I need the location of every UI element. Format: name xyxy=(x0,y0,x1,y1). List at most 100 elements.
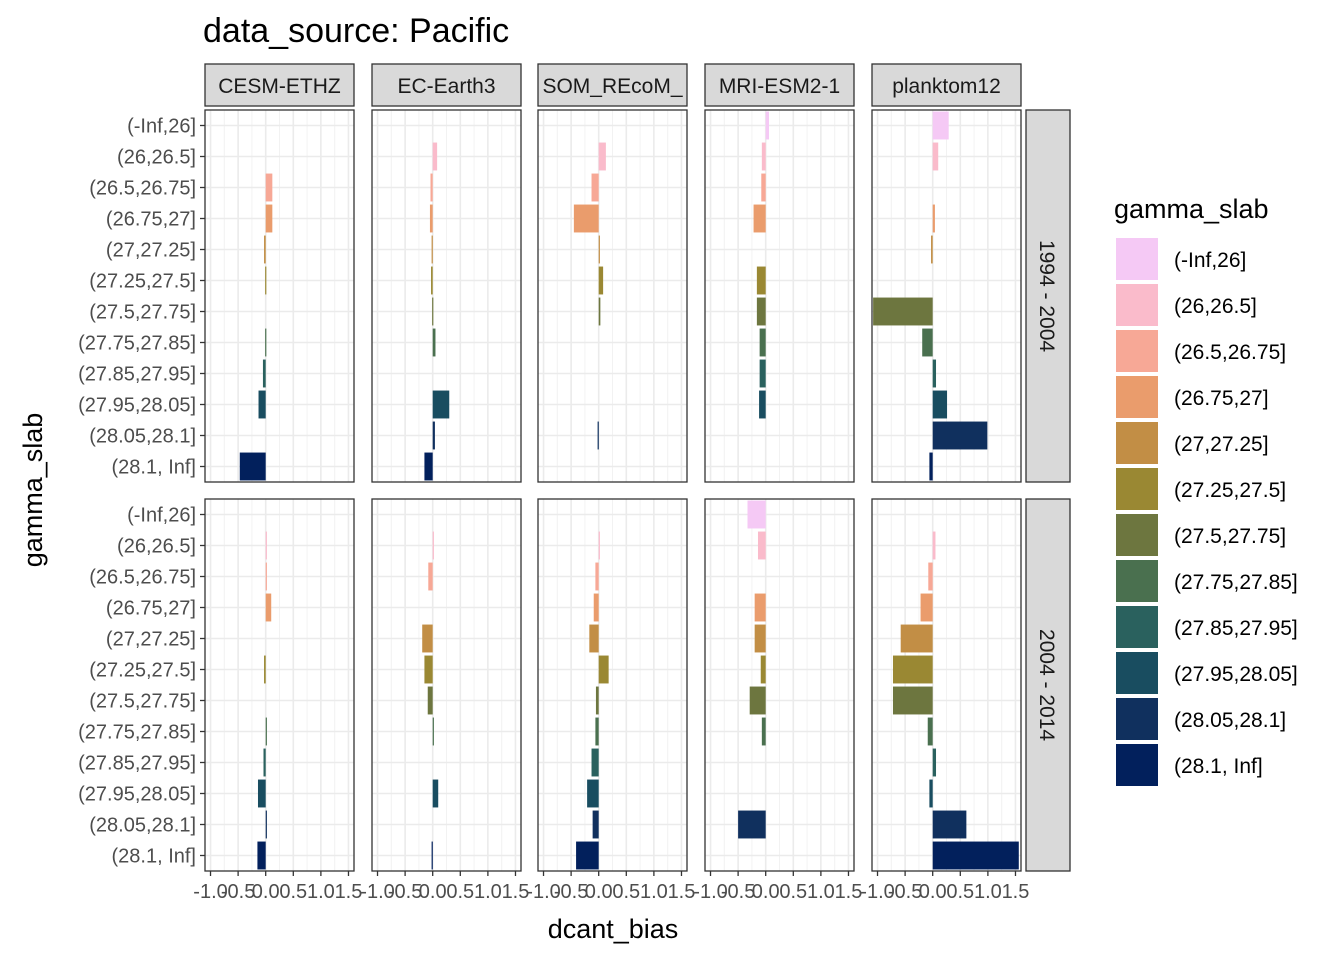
facet-strips: CESM-ETHZ EC-Earth3 SOM_REcoM_ MRI-ESM2-1 pl… xyxy=(204,63,1071,872)
legend-item-27-85-27-95: (27.85,27.95] xyxy=(1116,606,1298,648)
panel-ec-earth3-2004-2014 xyxy=(371,498,522,872)
x-tick-label: 1.5 xyxy=(335,881,363,903)
legend-item-28-1-inf: (28.1, Inf] xyxy=(1116,744,1263,786)
bar-27-27-25 xyxy=(900,624,933,653)
legend-swatch xyxy=(1116,744,1158,786)
strip-background xyxy=(871,63,1022,107)
panel-border xyxy=(704,498,855,872)
bar-26-26-5 xyxy=(598,531,600,560)
bar-28-1-inf xyxy=(576,841,599,870)
strip-background xyxy=(371,63,522,107)
facet-panels xyxy=(204,109,1022,872)
y-tick-label: (26.5,26.75] xyxy=(89,178,196,200)
strip-label: CESM-ETHZ xyxy=(218,75,341,98)
bar-28-05-28-1 xyxy=(738,810,766,839)
panel-mri-esm2-1-2004-2014 xyxy=(704,498,855,872)
legend-label: (27.25,27.5] xyxy=(1174,479,1286,502)
x-tick-label: -0.5 xyxy=(388,881,422,903)
bar-26-5-26-75 xyxy=(591,173,599,202)
strip-background xyxy=(204,63,355,107)
x-tick-label: -1.0 xyxy=(193,881,227,903)
bar-27-25-27-5 xyxy=(265,266,267,295)
y-tick-label: (27.5,27.75] xyxy=(89,302,196,324)
bar-27-95-28-05 xyxy=(432,779,439,808)
bar-inf-26 xyxy=(932,111,949,140)
x-tick-label: 1.5 xyxy=(835,881,863,903)
panel-border xyxy=(537,498,688,872)
x-tick-label: -1.0 xyxy=(693,881,727,903)
legend-label: (26.75,27] xyxy=(1174,387,1269,410)
panel-border xyxy=(204,109,355,483)
bar-27-25-27-5 xyxy=(431,266,433,295)
panel-border xyxy=(704,109,855,483)
bar-inf-26 xyxy=(765,111,770,140)
y-tick-label: (26.75,27] xyxy=(106,209,196,231)
y-tick-label: (28.05,28.1] xyxy=(89,426,196,448)
x-tick-label: -0.5 xyxy=(721,881,755,903)
x-tick-label: 0.5 xyxy=(612,881,640,903)
bar-27-75-27-85 xyxy=(922,328,933,357)
x-tick-label: -0.5 xyxy=(888,881,922,903)
strip-1994-2004: 1994 - 2004 xyxy=(1025,109,1071,483)
bar-26-75-27 xyxy=(920,593,933,622)
legend-label: (27.95,28.05] xyxy=(1174,663,1298,686)
bar-27-27-25 xyxy=(264,235,266,264)
y-tick-label: (27.25,27.5] xyxy=(89,271,196,293)
bar-26-5-26-75 xyxy=(265,173,273,202)
bar-27-75-27-85 xyxy=(432,328,436,357)
x-tick-label: -1.0 xyxy=(860,881,894,903)
legend-swatch xyxy=(1116,238,1158,280)
legend-label: (27.75,27.85] xyxy=(1174,571,1298,594)
bar-27-25-27-5 xyxy=(598,266,604,295)
x-tick-label: 1.0 xyxy=(640,881,668,903)
bar-26-5-26-75 xyxy=(761,173,766,202)
legend-item-27-95-28-05: (27.95,28.05] xyxy=(1116,652,1298,694)
y-tick-label: (27.5,27.75] xyxy=(89,691,196,713)
bar-27-95-28-05 xyxy=(432,390,450,419)
panel-border xyxy=(537,109,688,483)
bar-27-95-28-05 xyxy=(932,390,948,419)
bar-27-27-25 xyxy=(422,624,433,653)
bar-27-27-25 xyxy=(754,624,766,653)
bar-26-5-26-75 xyxy=(265,562,267,591)
legend-swatch xyxy=(1116,376,1158,418)
strip-background xyxy=(1025,109,1071,483)
x-tick-label: -0.5 xyxy=(221,881,255,903)
legend-label: (27.85,27.95] xyxy=(1174,617,1298,640)
x-tick-label: -1.0 xyxy=(360,881,394,903)
legend-item-27-5-27-75: (27.5,27.75] xyxy=(1116,514,1286,556)
legend-label: (-Inf,26] xyxy=(1174,249,1246,272)
bar-27-85-27-95 xyxy=(262,359,266,388)
bar-27-25-27-5 xyxy=(264,655,266,684)
y-axis-title: gamma_slab xyxy=(18,413,48,568)
panel-border xyxy=(871,498,1022,872)
x-tick-label: 0.0 xyxy=(752,881,780,903)
bar-28-05-28-1 xyxy=(592,810,599,839)
bar-26-26-5 xyxy=(757,531,766,560)
bar-27-95-28-05 xyxy=(257,779,266,808)
legend: (-Inf,26] (26,26.5] (26.5,26.75] (26.75,27]… xyxy=(1116,238,1298,786)
bar-27-95-28-05 xyxy=(759,390,766,419)
bar-27-25-27-5 xyxy=(892,655,933,684)
legend-label: (26,26.5] xyxy=(1174,295,1257,318)
bar-28-1-inf xyxy=(257,841,266,870)
bar-27-25-27-5 xyxy=(598,655,609,684)
bar-26-26-5 xyxy=(432,531,434,560)
x-tick-label: 0.0 xyxy=(419,881,447,903)
legend-swatch xyxy=(1116,514,1158,556)
bar-27-75-27-85 xyxy=(761,717,766,746)
bar-28-05-28-1 xyxy=(432,421,435,450)
bar-26-26-5 xyxy=(761,142,766,171)
bar-26-26-5 xyxy=(932,531,936,560)
bar-26-26-5 xyxy=(598,142,606,171)
bar-26-75-27 xyxy=(429,204,433,233)
strip-planktom12: planktom12 xyxy=(871,63,1022,107)
strip-background xyxy=(1025,498,1071,872)
x-tick-label: 1.5 xyxy=(502,881,530,903)
panel-som-recom-2004-2014 xyxy=(537,498,688,872)
y-tick-label: (26.75,27] xyxy=(106,598,196,620)
x-tick-label: 0.5 xyxy=(279,881,307,903)
legend-label: (28.05,28.1] xyxy=(1174,709,1286,732)
bar-27-25-27-5 xyxy=(756,266,766,295)
x-tick-label: -1.0 xyxy=(526,881,560,903)
